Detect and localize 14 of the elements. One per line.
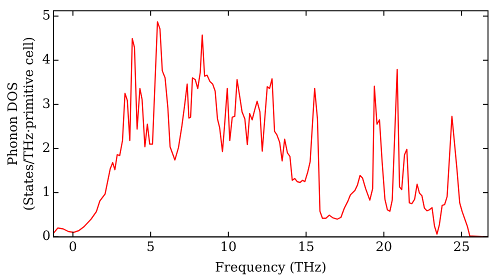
y-tick-label: 1 — [42, 185, 50, 200]
x-axis-title: Frequency (THz) — [215, 260, 326, 276]
x-tick-label: 15 — [298, 240, 314, 255]
x-tick-label: 5 — [146, 240, 155, 255]
y-tick-label: 0 — [42, 229, 50, 244]
y-tick-label: 2 — [42, 140, 50, 156]
x-tick-label: 0 — [68, 240, 78, 255]
y-tick-label: 5 — [42, 8, 50, 24]
x-tick-label: 10 — [220, 240, 237, 255]
y-tick-label: 4 — [42, 52, 50, 68]
y-axis-title: Phonon DOS (States/THz·primitive cell) — [6, 36, 37, 211]
x-tick-label: 20 — [376, 240, 392, 255]
x-tick-label: 25 — [453, 240, 470, 255]
y-tick-label: 3 — [42, 96, 50, 112]
